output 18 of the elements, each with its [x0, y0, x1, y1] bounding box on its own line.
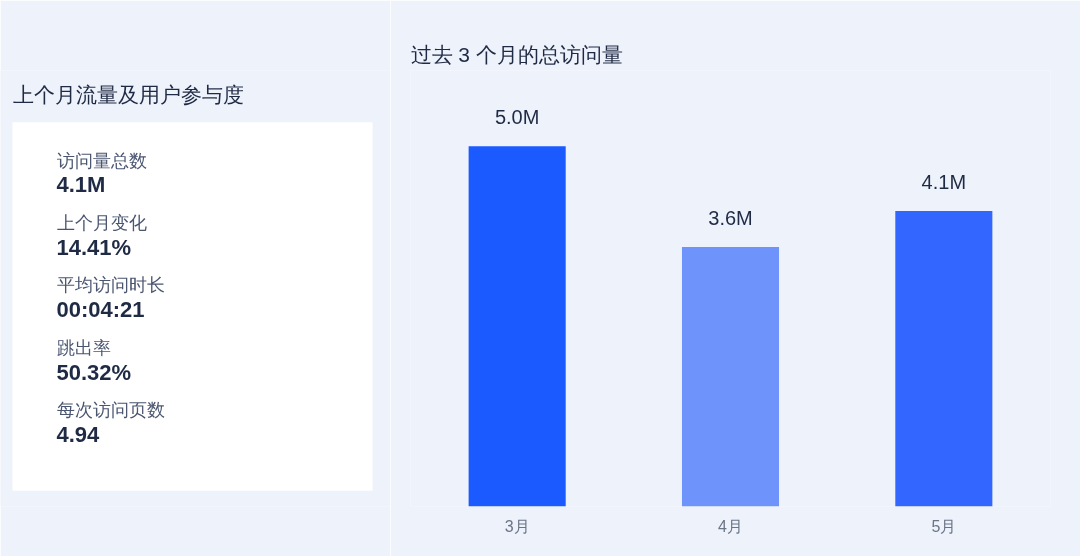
- text: 上个月变化: [56, 213, 147, 234]
- x-tick-label: 3月: [504, 517, 530, 535]
- x-tick-label: 5月: [931, 517, 957, 535]
- data-label: 4.1M: [921, 171, 967, 194]
- data-label: 5.0M: [494, 106, 540, 129]
- text: 00:04:21: [56, 297, 145, 323]
- text: 4.94: [56, 421, 101, 447]
- text: 访问量总数: [56, 150, 147, 171]
- x-tick-label: 4月: [718, 517, 743, 535]
- text: 平均访问时长: [56, 275, 165, 296]
- text: 50.32%: [56, 359, 132, 385]
- data-label: 3.6M: [708, 207, 753, 230]
- chart-title: 过去 3 个月的总访问量: [410, 42, 623, 66]
- text: 上个月流量及用户参与度: [12, 82, 244, 106]
- text: 跳出率: [56, 337, 111, 358]
- text: 每次访问页数: [56, 400, 165, 421]
- text: 14.41%: [56, 234, 132, 260]
- text: 4.1M: [56, 172, 106, 198]
